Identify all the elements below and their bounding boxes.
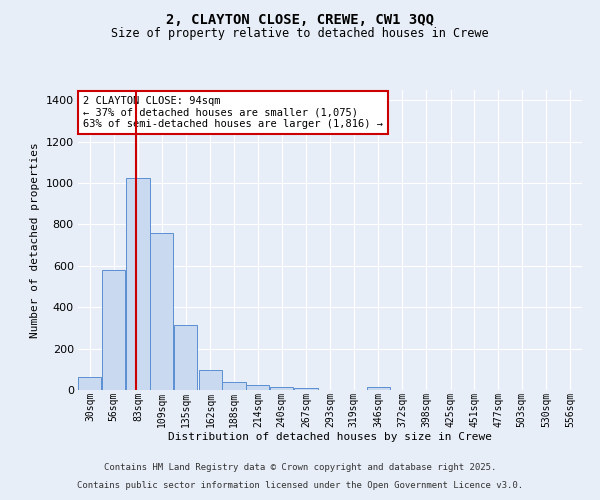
Text: 2 CLAYTON CLOSE: 94sqm
← 37% of detached houses are smaller (1,075)
63% of semi-: 2 CLAYTON CLOSE: 94sqm ← 37% of detached… <box>83 96 383 129</box>
Bar <box>78 376 101 390</box>
Bar <box>150 233 173 390</box>
Bar <box>222 382 245 390</box>
Y-axis label: Number of detached properties: Number of detached properties <box>30 142 40 338</box>
Text: Contains HM Land Registry data © Crown copyright and database right 2025.: Contains HM Land Registry data © Crown c… <box>104 464 496 472</box>
Bar <box>174 325 197 390</box>
Text: Contains public sector information licensed under the Open Government Licence v3: Contains public sector information licen… <box>77 481 523 490</box>
Bar <box>102 270 125 390</box>
Text: Size of property relative to detached houses in Crewe: Size of property relative to detached ho… <box>111 28 489 40</box>
Bar <box>199 370 222 390</box>
Bar <box>367 387 390 390</box>
Bar <box>246 385 269 390</box>
Text: 2, CLAYTON CLOSE, CREWE, CW1 3QQ: 2, CLAYTON CLOSE, CREWE, CW1 3QQ <box>166 12 434 26</box>
Bar <box>295 388 317 390</box>
X-axis label: Distribution of detached houses by size in Crewe: Distribution of detached houses by size … <box>168 432 492 442</box>
Bar <box>127 178 149 390</box>
Bar <box>270 387 293 390</box>
